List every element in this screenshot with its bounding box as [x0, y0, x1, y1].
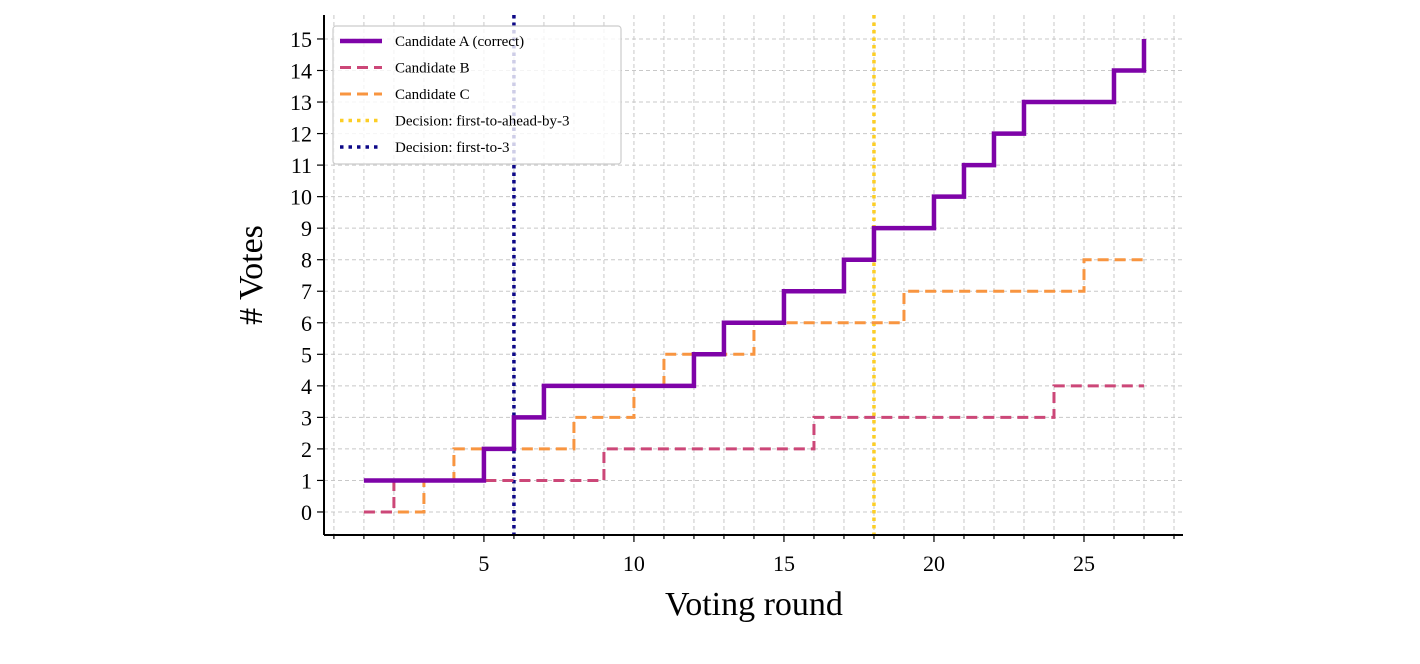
legend-box: [332, 25, 622, 165]
y-tick-label: 2: [301, 437, 312, 462]
y-tick-label: 9: [301, 216, 312, 241]
series-lines: [363, 38, 1147, 514]
legend-label: Candidate A (correct): [395, 34, 524, 50]
y-tick-label: 11: [291, 153, 312, 178]
y-axis-label: # Votes: [233, 225, 270, 325]
y-tick-label: 12: [290, 122, 312, 147]
y-tick-label: 14: [290, 59, 312, 84]
x-tick-label: 25: [1073, 551, 1095, 576]
series-line: [363, 38, 1147, 483]
legend-label: Decision: first-to-3: [395, 140, 510, 156]
x-tick-label: 20: [923, 551, 945, 576]
y-tick-label: 5: [301, 342, 312, 367]
y-tick-label: 1: [301, 468, 312, 493]
x-tick-label: 15: [773, 551, 795, 576]
y-tick-label: 3: [301, 405, 312, 430]
series-line: [363, 384, 1144, 514]
y-tick-label: 13: [290, 90, 312, 115]
legend-label: Decision: first-to-ahead-by-3: [395, 114, 570, 130]
y-tick-label: 15: [290, 27, 312, 52]
y-tick-label: 10: [290, 185, 312, 210]
y-tick-label: 0: [301, 500, 312, 525]
x-axis-label: Voting round: [665, 586, 843, 623]
x-tick-label: 5: [478, 551, 489, 576]
legend-label: Candidate B: [395, 61, 470, 77]
y-tick-label: 7: [301, 279, 312, 304]
y-tick-label: 8: [301, 248, 312, 273]
legend: Candidate A (correct) Candidate B Candidat…: [332, 25, 622, 165]
x-tick-label: 10: [623, 551, 645, 576]
y-tick-label: 4: [301, 374, 312, 399]
y-tick-label: 6: [301, 311, 312, 336]
legend-label: Candidate C: [395, 87, 470, 103]
